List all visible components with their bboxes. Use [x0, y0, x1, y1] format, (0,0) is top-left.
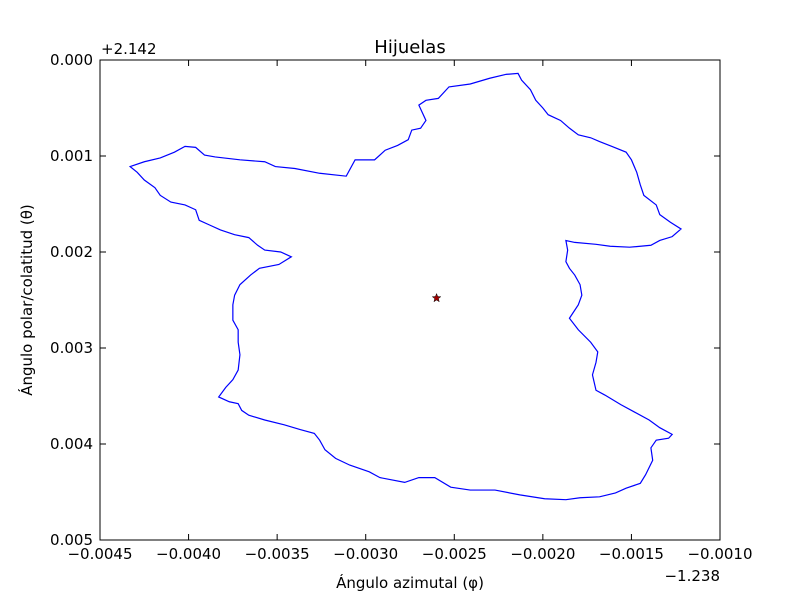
y-tick-label: 0.000	[50, 51, 93, 69]
x-tick-label: −0.0025	[422, 545, 487, 563]
x-tick-label: −0.0020	[510, 545, 575, 563]
y-tick-label: 0.002	[50, 243, 93, 261]
chart-title: Hijuelas	[374, 37, 445, 58]
x-offset: −1.238	[664, 567, 720, 585]
y-offset: +2.142	[101, 40, 157, 58]
plot-frame	[99, 59, 721, 541]
x-tick-label: −0.0015	[599, 545, 664, 563]
outline	[128, 72, 683, 501]
x-tick-label: −0.0030	[333, 545, 398, 563]
x-axis-label: Ángulo azimutal (φ)	[336, 573, 484, 592]
x-tick-label: −0.0045	[67, 545, 132, 563]
y-tick-label: 0.005	[50, 531, 93, 549]
x-tick-label: −0.0010	[687, 545, 752, 563]
x-tick-label: −0.0040	[156, 545, 221, 563]
y-tick-label: 0.003	[50, 339, 93, 357]
y-tick-label: 0.004	[50, 435, 93, 453]
x-tick-label: −0.0035	[245, 545, 310, 563]
y-axis-label: Ángulo polar/colatitud (θ)	[17, 204, 36, 396]
star-marker	[431, 292, 442, 303]
y-tick-label: 0.001	[50, 147, 93, 165]
